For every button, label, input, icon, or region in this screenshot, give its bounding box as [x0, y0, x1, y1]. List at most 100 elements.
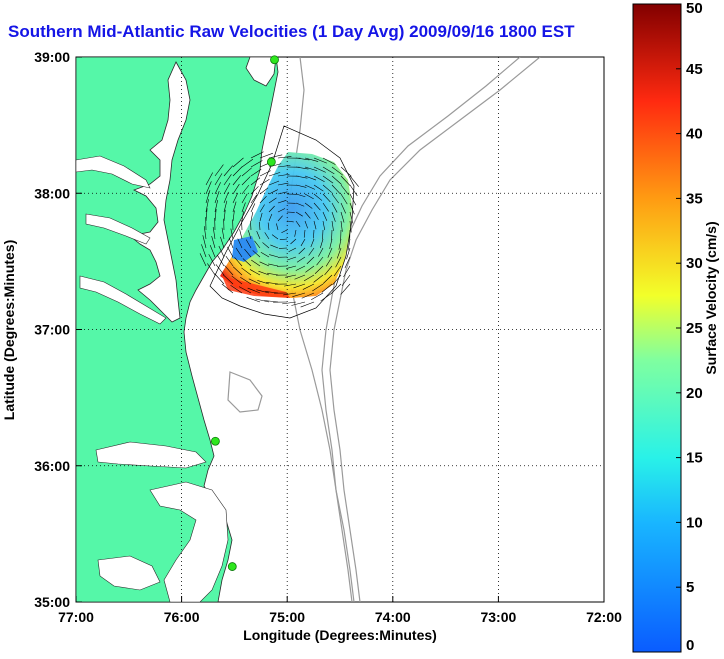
- vector-arrow: [304, 220, 308, 229]
- vector-arrow: [322, 211, 328, 221]
- colorbar-tick-label: 45: [686, 61, 703, 78]
- vector-arrow: [232, 192, 239, 204]
- x-tick-label: 75:00: [269, 609, 305, 625]
- vector-arrow: [259, 179, 270, 186]
- colorbar-tick-label: 5: [686, 579, 694, 596]
- vector-arrow: [292, 292, 306, 297]
- vector-arrow: [259, 221, 261, 231]
- vector-arrow: [224, 265, 234, 276]
- vector-arrow: [265, 291, 279, 294]
- vector-arrow: [271, 234, 279, 240]
- vector-arrow: [340, 211, 345, 223]
- vector-arrow: [209, 245, 216, 258]
- vector-arrow: [266, 282, 279, 285]
- vector-arrow: [304, 166, 318, 172]
- vector-arrow: [250, 212, 254, 222]
- vector-arrow: [295, 157, 310, 161]
- vector-arrow: [203, 226, 207, 240]
- map-grid: [75, 56, 605, 603]
- vector-arrow: [310, 238, 315, 248]
- vector-arrow: [282, 301, 297, 305]
- vector-arrow: [349, 211, 354, 224]
- vector-arrow: [276, 223, 279, 231]
- x-axis-label: Longitude (Degrees:Minutes): [243, 627, 437, 643]
- vector-arrow: [205, 190, 211, 204]
- vector-arrow: [259, 187, 269, 195]
- vector-arrow: [287, 256, 297, 261]
- vector-arrow: [232, 183, 240, 195]
- vector-arrow: [286, 220, 294, 223]
- vector-arrow: [346, 247, 351, 260]
- vector-arrow: [250, 186, 259, 195]
- vector-arrow: [214, 190, 220, 204]
- vector-arrow: [250, 151, 264, 159]
- vector-arrow: [235, 247, 243, 258]
- vector-arrow: [283, 292, 297, 296]
- vector-arrow: [341, 274, 351, 286]
- vector-arrow: [223, 174, 232, 186]
- vector-arrow: [295, 211, 303, 217]
- pamlico-sound: [149, 481, 229, 602]
- vector-arrow: [320, 238, 324, 249]
- vector-arrow: [296, 256, 306, 263]
- vector-arrow: [225, 256, 234, 267]
- vector-arrow: [281, 229, 288, 234]
- vector-arrow: [241, 211, 244, 222]
- vector-arrow: [286, 265, 297, 269]
- vector-arrow: [256, 289, 270, 294]
- vector-arrow: [241, 158, 254, 168]
- vector-arrow: [349, 202, 355, 215]
- velocity-vector-arrows: [199, 151, 359, 308]
- vector-arrow: [241, 193, 248, 204]
- radar-stations: [210, 55, 279, 571]
- vector-arrow: [322, 184, 332, 193]
- vector-arrow: [291, 301, 306, 306]
- vector-arrow: [259, 212, 263, 222]
- vector-arrow: [295, 166, 309, 170]
- vector-arrow: [231, 275, 243, 285]
- vector-arrow: [313, 211, 319, 220]
- vector-arrow: [340, 184, 349, 196]
- x-tick-label: 77:00: [58, 609, 94, 625]
- vector-arrow: [312, 283, 324, 292]
- vector-arrow: [331, 220, 334, 231]
- vector-arrow: [230, 284, 243, 294]
- vector-arrow: [244, 248, 252, 258]
- vector-arrow: [208, 254, 216, 267]
- station-marker: [270, 55, 279, 65]
- vector-arrow: [223, 191, 229, 204]
- vector-arrow: [270, 244, 279, 249]
- vector-arrow: [221, 283, 234, 294]
- vector-arrow: [223, 165, 234, 177]
- chesapeake-bay: [129, 61, 191, 323]
- vector-arrow: [277, 156, 292, 159]
- y-tick-label: 39:00: [34, 49, 70, 65]
- vector-arrow: [241, 184, 250, 195]
- vector-arrow: [250, 177, 261, 186]
- vector-arrow: [202, 235, 207, 249]
- vector-arrow: [214, 199, 218, 213]
- longitude-tick-labels: 77:00 76:00 75:00 74:00 73:00 72:00: [58, 609, 622, 625]
- vector-arrow: [214, 182, 221, 195]
- vector-arrow: [268, 263, 279, 267]
- vector-arrow: [331, 166, 344, 176]
- vector-arrow: [279, 238, 288, 240]
- vector-arrow: [340, 202, 346, 214]
- vector-arrow: [313, 193, 323, 201]
- x-tick-label: 72:00: [586, 609, 622, 625]
- vector-arrow: [269, 254, 279, 258]
- vector-arrow: [331, 175, 342, 185]
- colorbar-tick-labels: 0 5 10 15 20 25 30 35 40 45 50: [676, 0, 703, 654]
- vector-arrow: [340, 175, 351, 186]
- vector-arrow: [214, 173, 223, 186]
- vector-arrow: [327, 247, 333, 258]
- x-tick-label: 74:00: [375, 609, 411, 625]
- y-tick-label: 38:00: [34, 185, 70, 201]
- x-tick-label: 76:00: [164, 609, 200, 625]
- station-marker: [210, 436, 220, 446]
- vector-arrow: [234, 257, 243, 267]
- vector-arrow: [294, 229, 297, 237]
- vector-arrow: [205, 208, 208, 222]
- latitude-tick-labels: 35:00 36:00 37:00 38:00 39:00: [34, 49, 70, 610]
- vector-arrow: [250, 168, 262, 177]
